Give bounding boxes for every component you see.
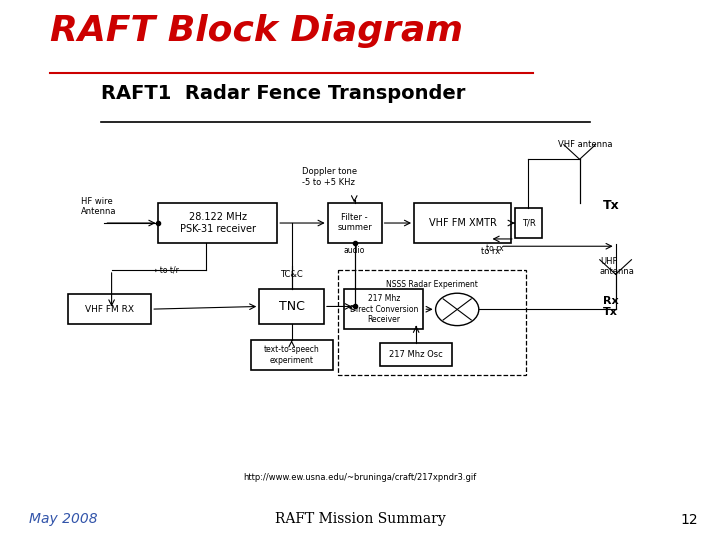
Bar xyxy=(515,208,542,238)
Text: VHF FM XMTR: VHF FM XMTR xyxy=(428,218,497,228)
Text: RAFT Mission Summary: RAFT Mission Summary xyxy=(274,512,446,526)
Text: 28.122 MHz
PSK-31 receiver: 28.122 MHz PSK-31 receiver xyxy=(180,212,256,233)
Circle shape xyxy=(436,293,479,326)
Text: VHF FM RX: VHF FM RX xyxy=(85,305,135,314)
Text: http://www.ew.usna.edu/~bruninga/craft/217xpndr3.gif: http://www.ew.usna.edu/~bruninga/craft/2… xyxy=(243,472,477,482)
Bar xyxy=(251,340,333,370)
Text: RAFT1  Radar Fence Transponder: RAFT1 Radar Fence Transponder xyxy=(101,84,465,103)
Text: NSSS Radar Experiment: NSSS Radar Experiment xyxy=(386,280,478,289)
Bar xyxy=(380,343,452,366)
Text: 217 Mhz
Direct Conversion
Receiver: 217 Mhz Direct Conversion Receiver xyxy=(350,294,418,324)
Text: UHF
antenna: UHF antenna xyxy=(600,256,634,276)
Text: to rx: to rx xyxy=(487,244,504,253)
Text: Rx: Rx xyxy=(603,296,618,306)
Text: Tx: Tx xyxy=(603,307,618,317)
Bar xyxy=(338,270,526,375)
Text: Filter -
summer: Filter - summer xyxy=(337,213,372,232)
Bar xyxy=(414,202,511,243)
Text: RAFT Block Diagram: RAFT Block Diagram xyxy=(50,14,464,48)
Text: TC&C: TC&C xyxy=(280,270,303,279)
Text: T/R: T/R xyxy=(521,218,536,227)
Text: audio: audio xyxy=(344,246,365,255)
Bar xyxy=(259,289,324,324)
Text: HF wire
Antenna: HF wire Antenna xyxy=(81,197,116,217)
Bar xyxy=(158,202,277,243)
Bar xyxy=(328,202,382,243)
Text: → to t/r: → to t/r xyxy=(151,266,179,274)
Text: VHF antenna: VHF antenna xyxy=(558,140,613,150)
Text: TNC: TNC xyxy=(279,300,305,313)
Text: to rx: to rx xyxy=(481,247,500,255)
Bar xyxy=(68,294,151,324)
Text: Doppler tone
-5 to +5 KHz: Doppler tone -5 to +5 KHz xyxy=(302,167,358,187)
Text: 217 Mhz Osc: 217 Mhz Osc xyxy=(390,350,443,359)
Text: 12: 12 xyxy=(681,512,698,526)
Text: Tx: Tx xyxy=(603,199,619,212)
Text: May 2008: May 2008 xyxy=(29,512,97,526)
Bar xyxy=(344,289,423,329)
Text: text-to-speech
experiment: text-to-speech experiment xyxy=(264,346,320,365)
